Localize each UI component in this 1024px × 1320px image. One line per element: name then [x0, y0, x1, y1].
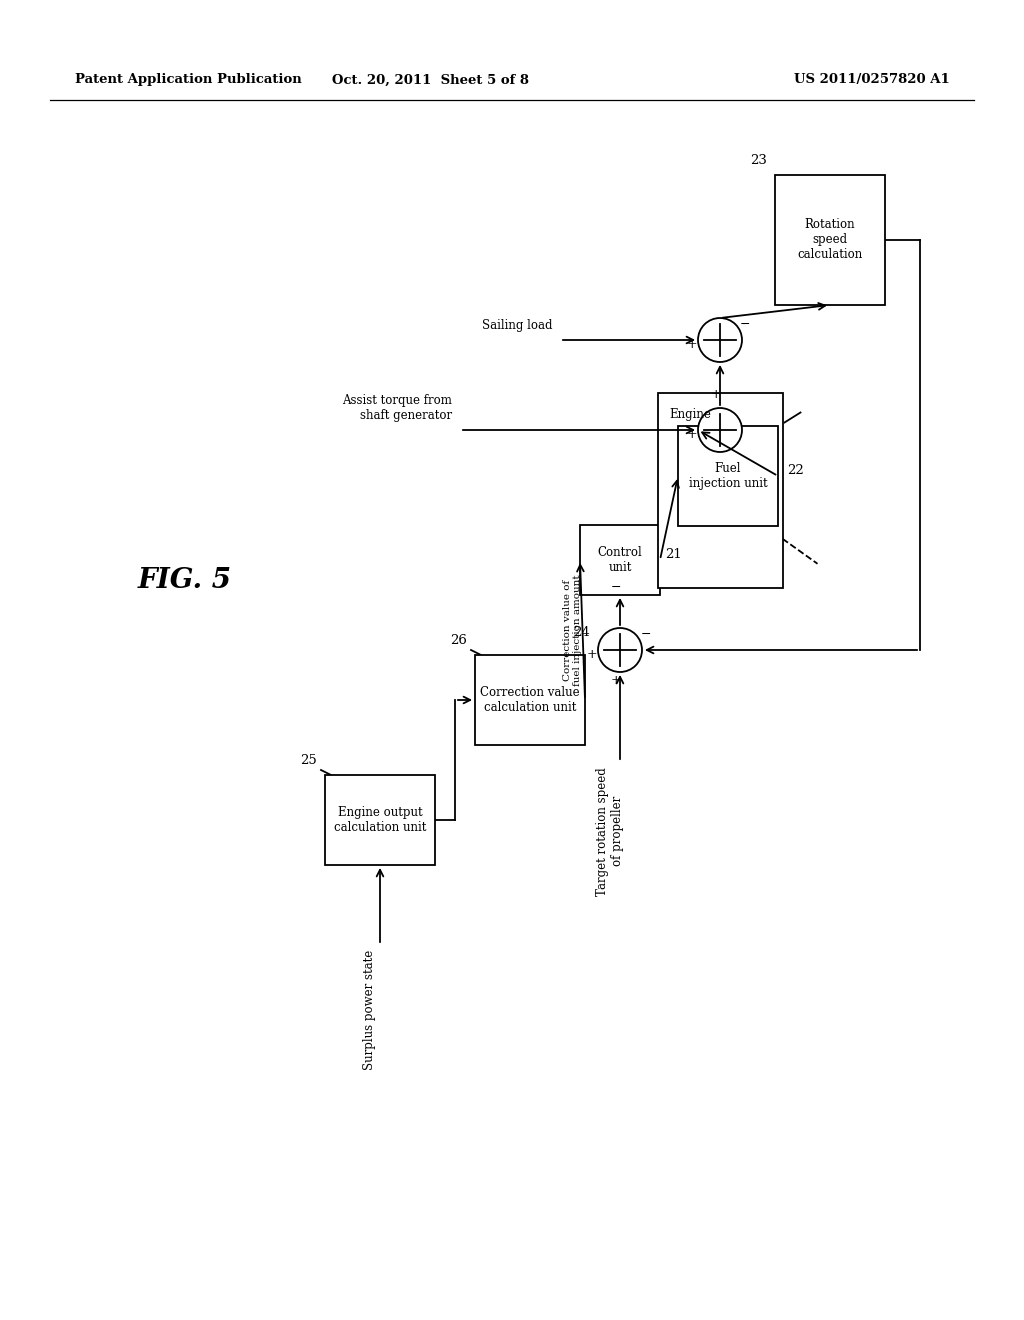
- Text: US 2011/0257820 A1: US 2011/0257820 A1: [795, 74, 950, 87]
- Bar: [657, 392, 782, 587]
- Circle shape: [698, 408, 742, 451]
- Text: Surplus power state: Surplus power state: [364, 950, 377, 1071]
- Text: +: +: [587, 648, 597, 660]
- Text: Sailing load: Sailing load: [481, 319, 552, 333]
- Circle shape: [698, 318, 742, 362]
- Text: Correction value
calculation unit: Correction value calculation unit: [480, 686, 580, 714]
- Text: +: +: [610, 675, 622, 688]
- Text: 25: 25: [300, 755, 317, 767]
- Bar: [775, 176, 885, 305]
- Text: Rotation
speed
calculation: Rotation speed calculation: [798, 219, 862, 261]
- Bar: [580, 525, 660, 595]
- Text: +: +: [711, 388, 721, 401]
- Text: 22: 22: [787, 463, 804, 477]
- Text: Control
unit: Control unit: [598, 546, 642, 574]
- Text: Engine output
calculation unit: Engine output calculation unit: [334, 807, 426, 834]
- Text: 23: 23: [751, 154, 767, 168]
- Text: −: −: [739, 318, 751, 330]
- Bar: [325, 775, 435, 865]
- Text: −: −: [610, 581, 622, 594]
- Text: Target rotation speed
of propeller: Target rotation speed of propeller: [596, 767, 624, 896]
- Text: 24: 24: [573, 626, 590, 639]
- Text: −: −: [641, 627, 651, 640]
- Text: 21: 21: [665, 549, 682, 561]
- Text: FIG. 5: FIG. 5: [138, 566, 232, 594]
- Text: Correction value of
fuel injection amount: Correction value of fuel injection amoun…: [563, 574, 583, 686]
- Bar: [678, 426, 778, 525]
- Text: Patent Application Publication: Patent Application Publication: [75, 74, 302, 87]
- Bar: [475, 655, 585, 744]
- Text: +: +: [687, 338, 697, 351]
- Text: +: +: [687, 428, 697, 441]
- Text: 26: 26: [451, 635, 467, 648]
- Text: Engine: Engine: [669, 408, 711, 421]
- Circle shape: [598, 628, 642, 672]
- Text: Fuel
injection unit: Fuel injection unit: [689, 462, 767, 490]
- Text: Assist torque from
shaft generator: Assist torque from shaft generator: [342, 393, 452, 422]
- Text: Oct. 20, 2011  Sheet 5 of 8: Oct. 20, 2011 Sheet 5 of 8: [332, 74, 528, 87]
